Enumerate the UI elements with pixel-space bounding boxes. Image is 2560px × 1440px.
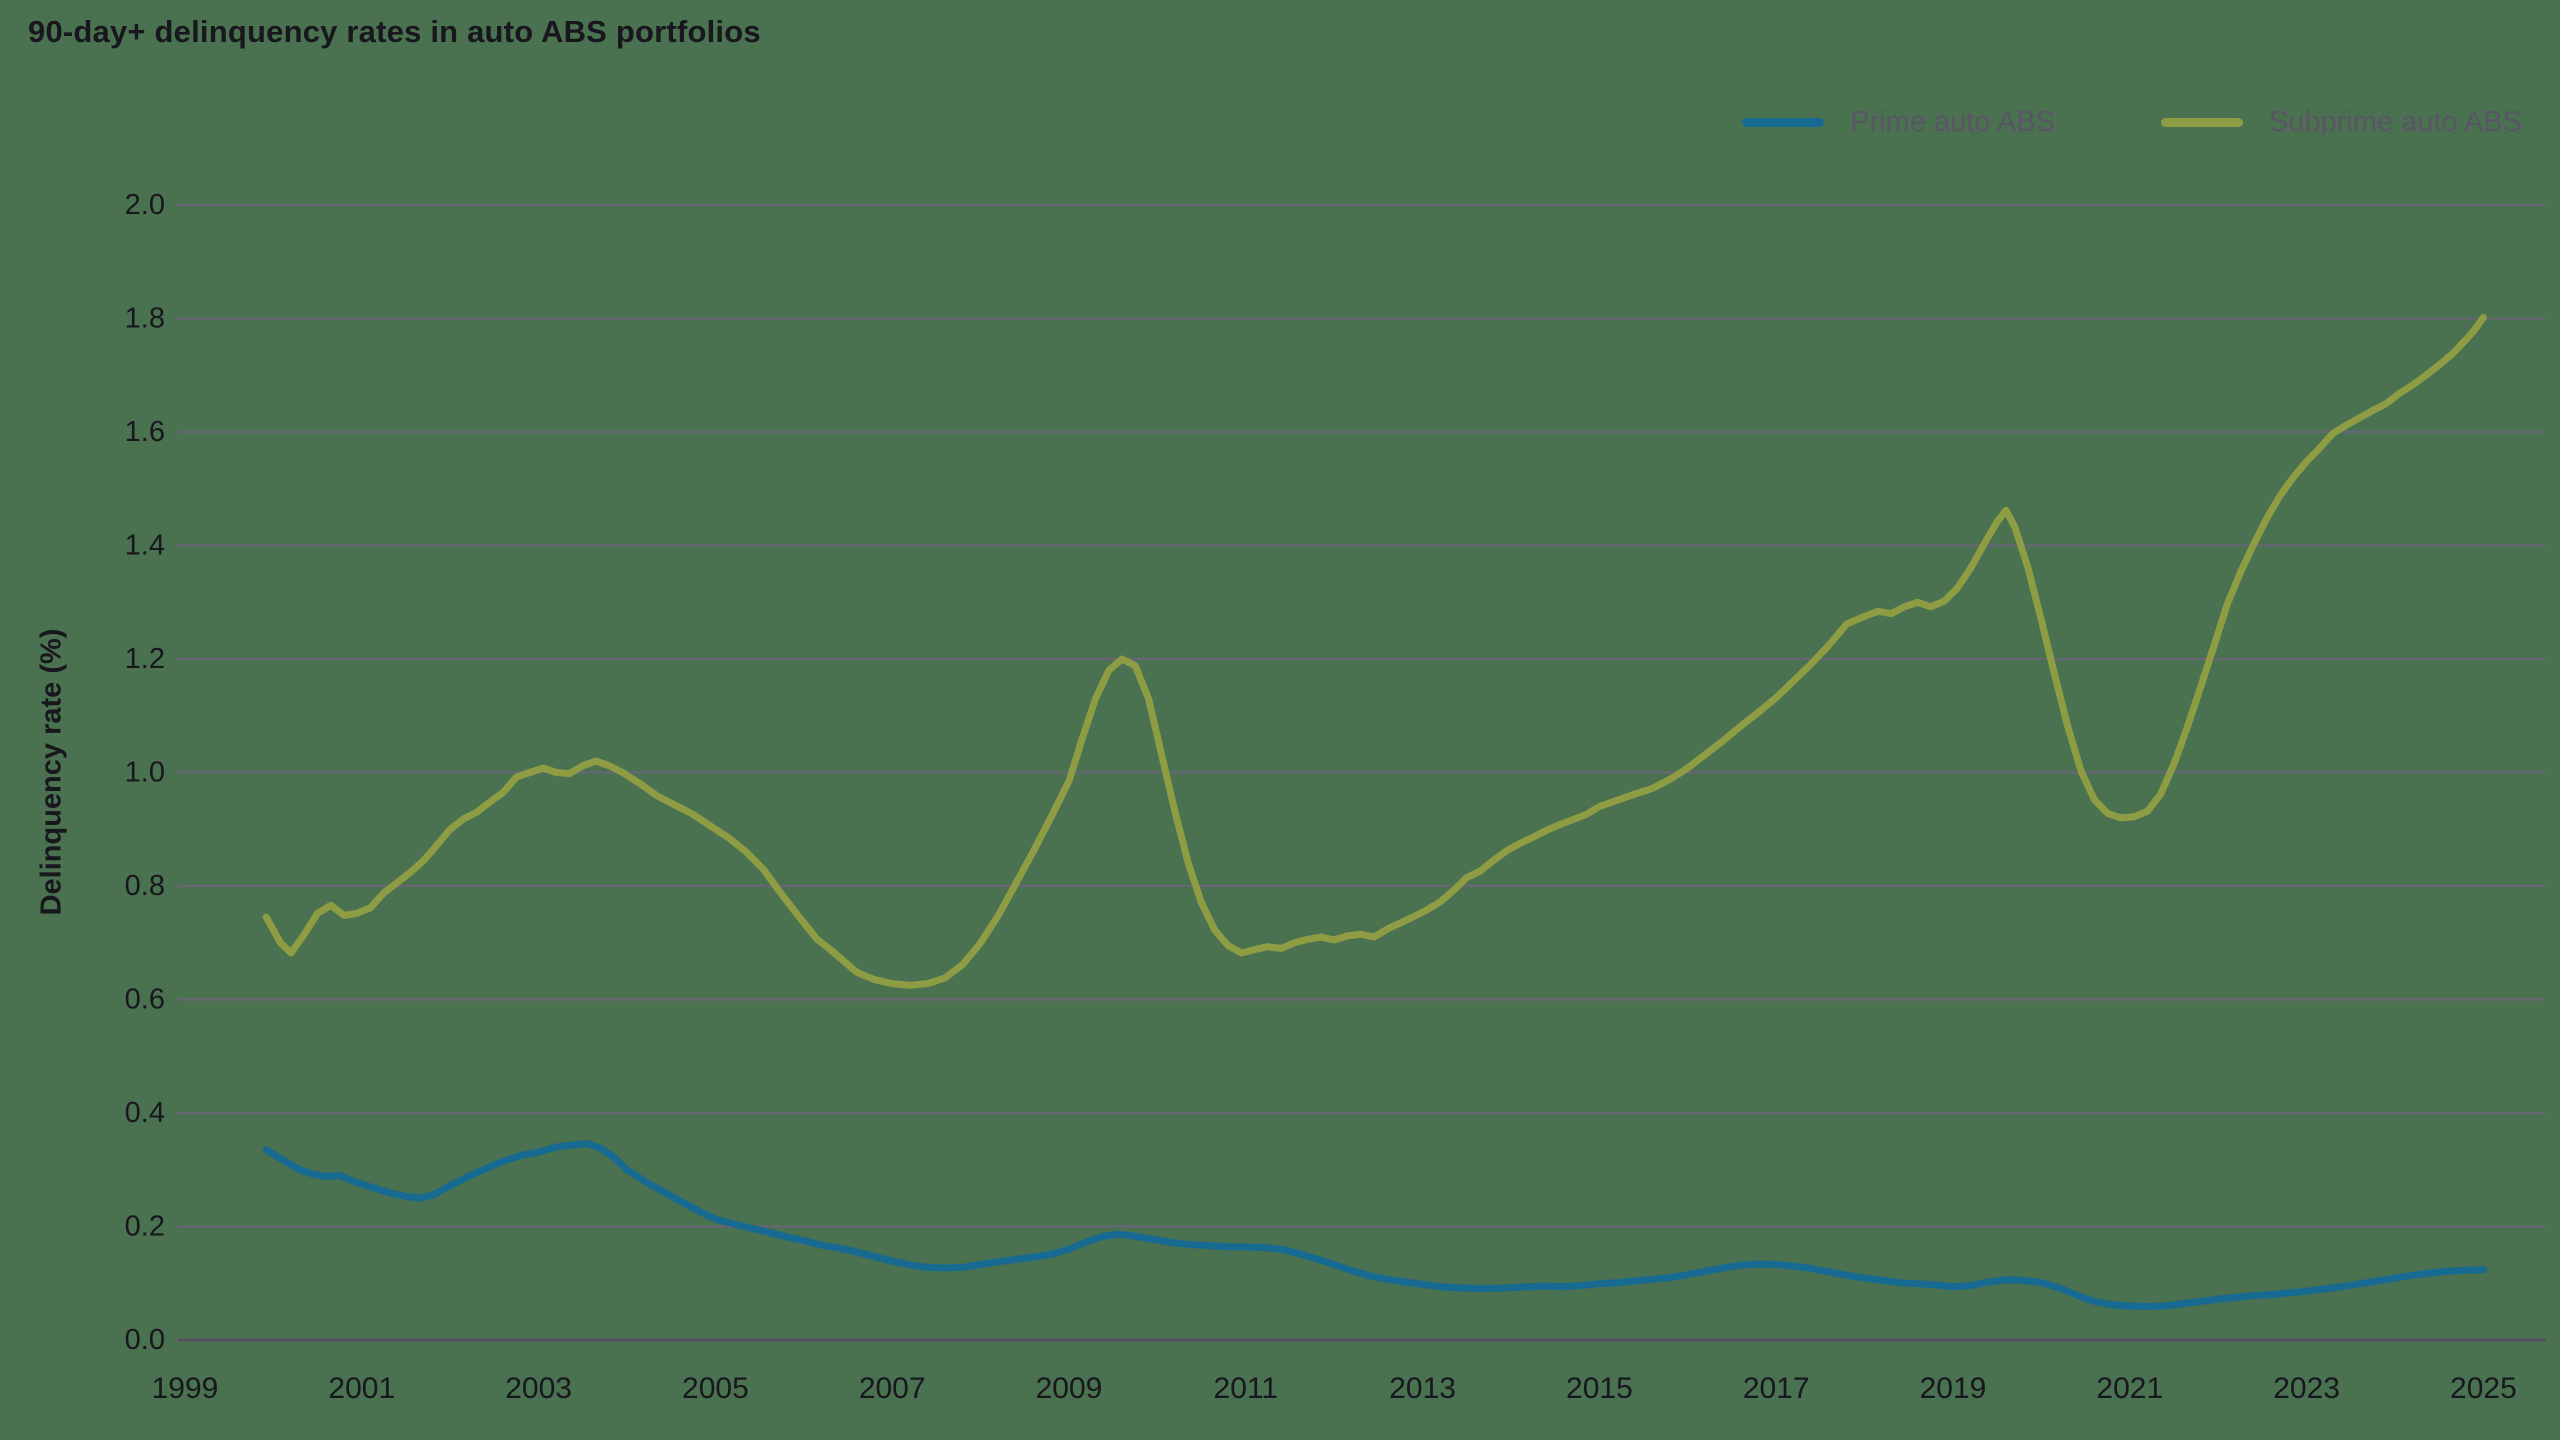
y-tick-label: 1.0 [125, 757, 165, 789]
x-tick-label: 2003 [505, 1372, 572, 1405]
x-tick-label: 2017 [1743, 1372, 1810, 1405]
x-tick-label: 2023 [2273, 1372, 2340, 1405]
legend-item-subprime: Subprime auto ABS [2160, 106, 2522, 139]
y-tick-label: 0.0 [125, 1324, 165, 1356]
x-tick-label: 2009 [1036, 1372, 1103, 1405]
x-tick-label: 2015 [1566, 1372, 1633, 1405]
y-tick-label: 0.4 [125, 1097, 165, 1129]
y-tick-label: 0.6 [125, 984, 165, 1016]
y-tick-label: 0.2 [125, 1211, 165, 1243]
x-tick-label: 2019 [1920, 1372, 1987, 1405]
subprime-legend-label: Subprime auto ABS [2268, 106, 2522, 138]
prime-auto-abs-line [262, 1140, 2487, 1310]
y-axis-title: Delinquency rate (%) [35, 628, 68, 916]
x-tick-label: 2001 [328, 1372, 395, 1405]
legend: Prime auto ABS Subprime auto ABS [1742, 106, 2522, 139]
prime-legend-label: Prime auto ABS [1850, 106, 2055, 138]
x-tick-label: 2011 [1214, 1372, 1279, 1405]
y-tick-label: 0.8 [125, 870, 165, 902]
y-tick-label: 2.0 [125, 189, 165, 221]
y-tick-label: 1.4 [125, 530, 165, 562]
subprime-auto-abs-line [262, 313, 2487, 989]
x-tick-label: 1999 [152, 1372, 219, 1405]
chart-title: 90-day+ delinquency rates in auto ABS po… [28, 14, 761, 49]
prime-line-swatch [1742, 118, 1825, 127]
subprime-line-swatch [2160, 118, 2243, 127]
x-tick-label: 2005 [682, 1372, 749, 1405]
legend-item-prime: Prime auto ABS [1742, 106, 2055, 139]
y-tick-label: 1.2 [125, 643, 165, 675]
x-tick-label: 2013 [1389, 1372, 1456, 1405]
x-tick-label: 2025 [2450, 1372, 2517, 1405]
x-tick-label: 2007 [859, 1372, 926, 1405]
x-tick-label: 2021 [2096, 1372, 2163, 1405]
y-tick-label: 1.6 [125, 416, 165, 448]
y-tick-label: 1.8 [125, 303, 165, 335]
